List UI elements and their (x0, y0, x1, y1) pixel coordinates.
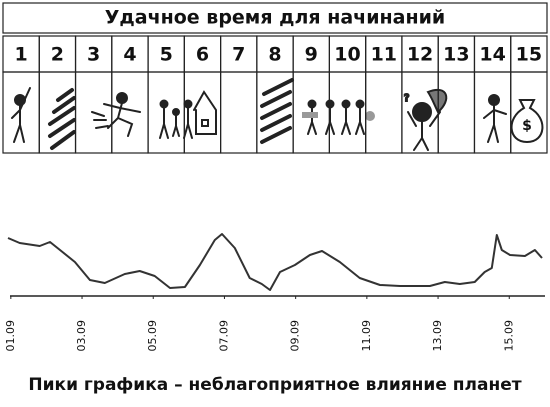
icon-cell (510, 71, 548, 154)
column-number: 12 (407, 44, 433, 66)
column-number: 2 (51, 44, 64, 66)
icon: ? (403, 89, 448, 151)
x-tick-label: 05.09 (146, 320, 159, 352)
icon-text: ? (404, 93, 409, 104)
column-number: 9 (305, 44, 318, 66)
column-number: 3 (87, 44, 100, 66)
column-number: 13 (443, 44, 469, 66)
icon (193, 90, 217, 135)
icon (159, 99, 193, 139)
title-cell (2, 2, 548, 34)
x-tick-label: 11.09 (360, 320, 373, 352)
chart-caption: Пики графика – неблагоприятное влияние п… (28, 375, 521, 395)
icon (302, 99, 375, 135)
icon-cell (437, 71, 476, 154)
line (7, 233, 543, 291)
icons: ? $ (11, 78, 544, 151)
x-tick-label: 09.09 (289, 320, 302, 352)
x-tick-label: 13.09 (431, 320, 444, 352)
column-number: 5 (160, 44, 173, 66)
column-number: 10 (334, 44, 360, 66)
column-number: 15 (516, 44, 542, 66)
x-tick-label: 01.09 (4, 320, 17, 352)
icon-cell (2, 71, 40, 154)
column-number: 7 (232, 44, 245, 66)
column-number: 11 (371, 44, 397, 66)
icon (91, 92, 141, 137)
icon-text: $ (522, 118, 532, 134)
column-number: 6 (196, 44, 209, 66)
column-number: 4 (123, 44, 136, 66)
icon (260, 78, 294, 144)
column-number: 14 (479, 44, 505, 66)
icon (483, 94, 507, 143)
table-title: Удачное время для начинаний (105, 7, 445, 29)
x-tick-label: 07.09 (217, 320, 230, 352)
column-number: 8 (268, 44, 281, 66)
icon: $ (510, 99, 544, 144)
icon (11, 87, 31, 143)
icon-cell (111, 71, 149, 154)
x-tick-label: 15.09 (502, 320, 515, 352)
column-number: 1 (15, 44, 28, 66)
icon (48, 88, 76, 150)
icon-cell (220, 71, 258, 154)
icon-cell (473, 71, 512, 154)
x-tick-label: 03.09 (75, 320, 88, 352)
